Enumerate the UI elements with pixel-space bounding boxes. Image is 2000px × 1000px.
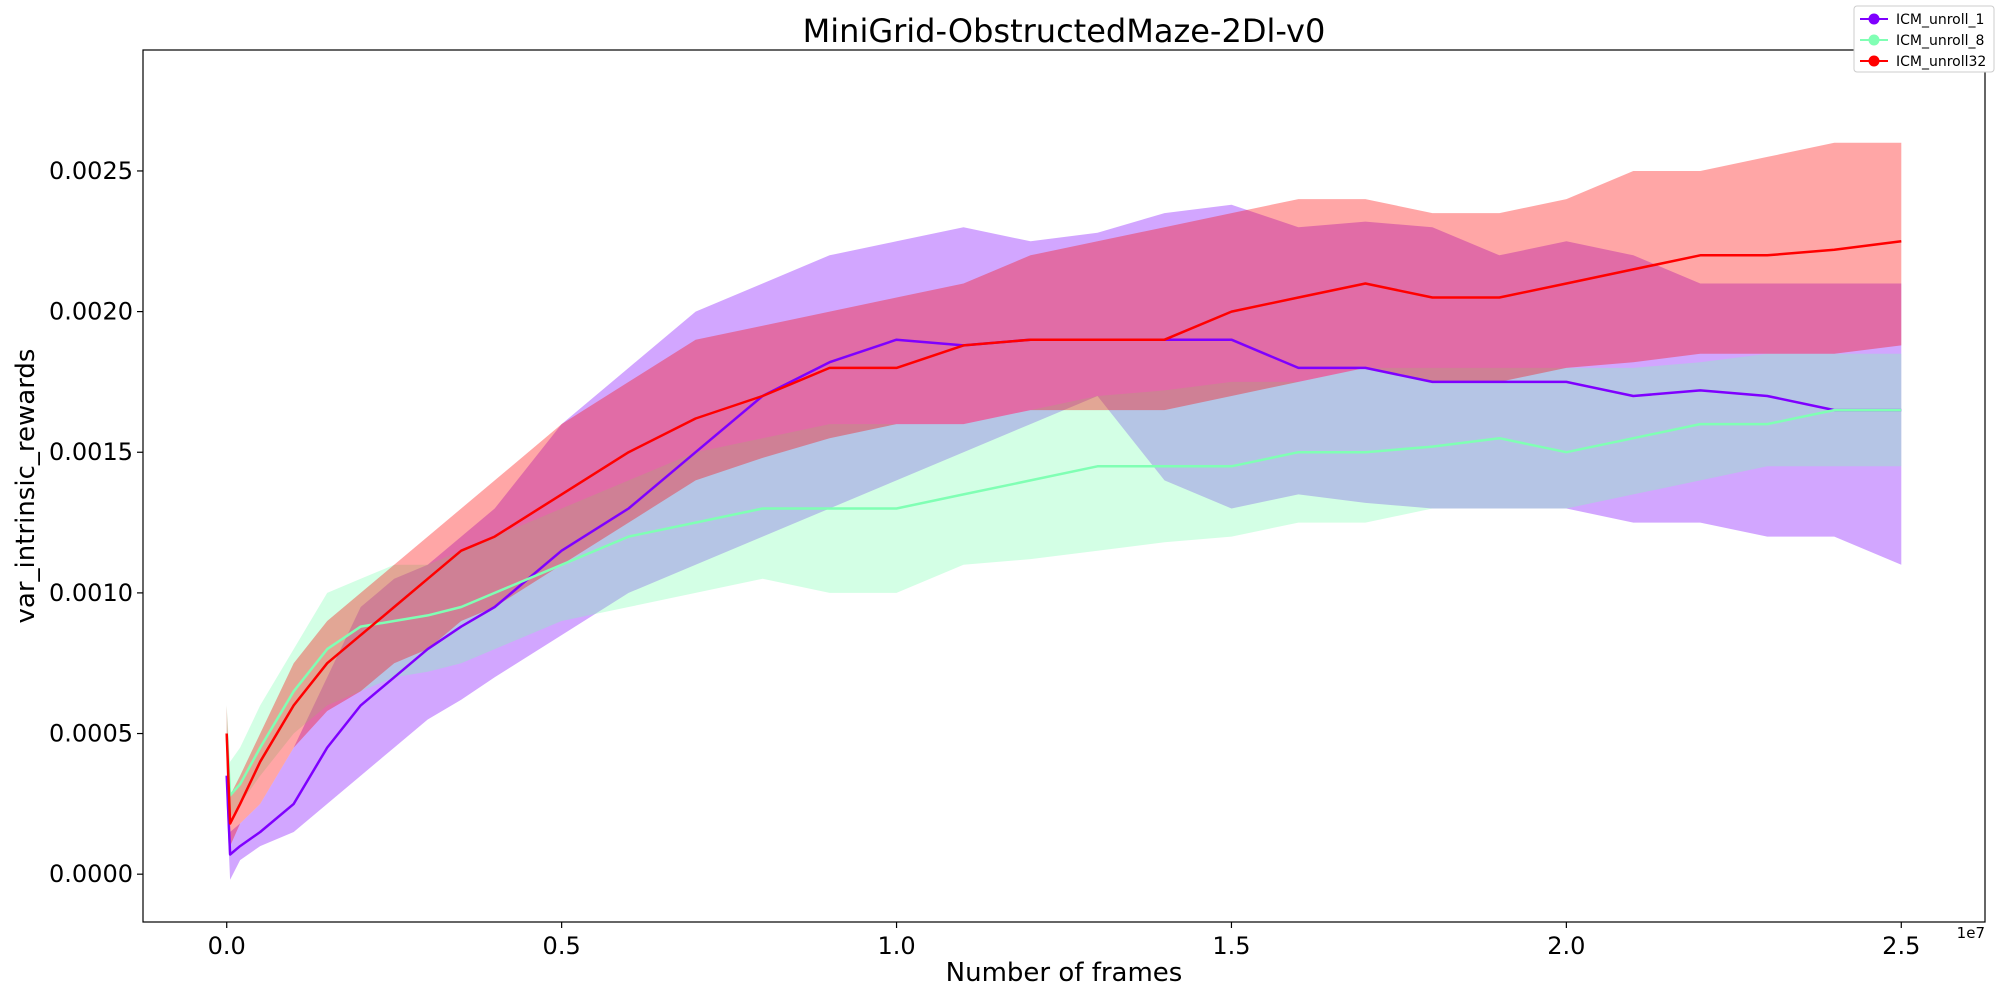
legend-marker-icm-unroll32 xyxy=(1868,55,1880,67)
legend-label-icm-unroll-8: ICM_unroll_8 xyxy=(1896,33,1984,49)
x-tick-label: 0.0 xyxy=(208,932,246,960)
legend: ICM_unroll_1 ICM_unroll_8 ICM_unroll32 xyxy=(1853,5,1995,73)
plot-frame xyxy=(142,49,1986,923)
band-icm-unroll-1 xyxy=(226,204,1902,880)
line-icm-unroll-8 xyxy=(225,408,1902,797)
x-tick-label: 0.5 xyxy=(543,932,581,960)
legend-label-icm-unroll-1: ICM_unroll_1 xyxy=(1896,12,1984,28)
x-tick-label: 2.5 xyxy=(1882,932,1920,960)
x-axis-label: Number of frames xyxy=(946,958,1183,988)
line-icm-unroll32 xyxy=(225,240,1902,825)
chart-title: MiniGrid-ObstructedMaze-2Dl-v0 xyxy=(803,12,1326,50)
series-lines xyxy=(225,240,1902,856)
x-tick-label: 1.0 xyxy=(877,932,915,960)
y-tick-label: 0.0015 xyxy=(49,438,133,466)
legend-label-icm-unroll32: ICM_unroll32 xyxy=(1896,54,1986,70)
legend-frame xyxy=(1853,5,1995,73)
y-tick-label: 0.0010 xyxy=(49,579,133,607)
legend-marker-icm-unroll-8 xyxy=(1868,34,1880,46)
band-icm-unroll-8 xyxy=(226,353,1902,818)
y-tick-label: 0.0005 xyxy=(49,720,133,748)
y-axis-label: var_intrinsic_rewards xyxy=(11,349,41,624)
confidence-bands xyxy=(226,142,1902,880)
y-axis-ticks: 0.0000 0.0005 0.0010 0.0015 0.0020 0.0025 xyxy=(49,157,143,888)
x-tick-label: 1.5 xyxy=(1212,932,1250,960)
y-tick-label: 0.0025 xyxy=(49,157,133,185)
line-icm-unroll-1 xyxy=(225,338,1902,856)
x-axis-scale-label: 1e7 xyxy=(1957,924,1985,942)
x-tick-label: 2.0 xyxy=(1547,932,1585,960)
y-tick-label: 0.0000 xyxy=(49,860,133,888)
x-axis-ticks: 0.0 0.5 1.0 1.5 2.0 2.5 xyxy=(208,922,1920,960)
band-icm-unroll32 xyxy=(226,142,1902,847)
legend-marker-icm-unroll-1 xyxy=(1868,13,1880,25)
y-tick-label: 0.0020 xyxy=(49,298,133,326)
